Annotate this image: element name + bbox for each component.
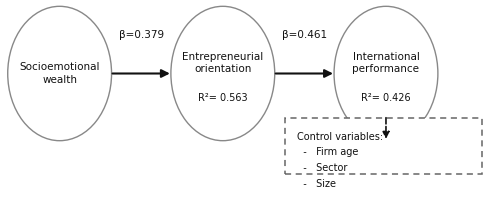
Ellipse shape (334, 6, 438, 141)
Text: Socioemotional
wealth: Socioemotional wealth (20, 62, 100, 85)
Ellipse shape (171, 6, 274, 141)
Text: International
performance: International performance (352, 52, 420, 74)
Text: β=0.461: β=0.461 (282, 30, 327, 40)
Text: R²= 0.426: R²= 0.426 (361, 93, 411, 103)
Text: β=0.379: β=0.379 (118, 30, 164, 40)
Text: Entrepreneurial
orientation: Entrepreneurial orientation (182, 52, 264, 74)
Text: R²= 0.563: R²= 0.563 (198, 93, 248, 103)
Ellipse shape (8, 6, 112, 141)
FancyBboxPatch shape (284, 118, 482, 174)
Text: Control variables:
  -   Firm age
  -   Sector
  -   Size: Control variables: - Firm age - Sector -… (297, 132, 383, 189)
